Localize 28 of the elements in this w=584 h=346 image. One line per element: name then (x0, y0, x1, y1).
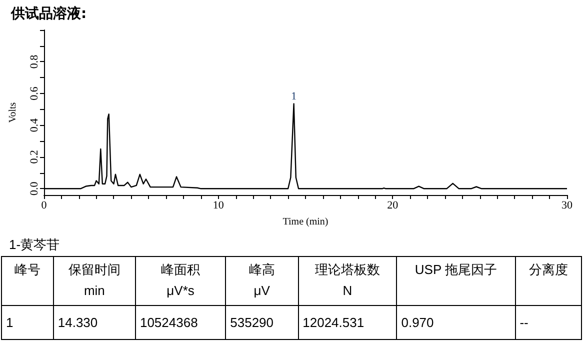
x-tick-label: 30 (562, 200, 573, 212)
y-tick-label: 0.0 (28, 181, 40, 196)
y-axis-title: Volts (8, 102, 18, 123)
text: 0.970 (396, 306, 516, 340)
text: 535290 (226, 306, 298, 340)
y-tick-label: 0.6 (28, 86, 40, 100)
text: 1 (2, 306, 54, 340)
text: 峰号 (2, 256, 54, 306)
y-tick-label: 0.8 (28, 54, 40, 69)
text: 理论塔板数 N (298, 256, 397, 306)
annotation: 1 (291, 90, 297, 102)
text: USP 拖尾因子 (396, 256, 516, 306)
text: 分离度 (515, 256, 582, 306)
text: 峰面积 μV*s (135, 256, 226, 306)
text: 14.330 (53, 306, 136, 340)
text: 12024.531 (298, 306, 397, 340)
x-tick-label: 0 (41, 200, 48, 212)
x-tick-label: 20 (387, 200, 399, 212)
text: 1-黄芩苷 (9, 236, 60, 254)
text: 峰高 μV (226, 256, 298, 306)
text: 保留时间 min (53, 256, 136, 306)
chart-title: 供试品溶液: (10, 5, 87, 22)
x-axis-title: Time (min) (282, 216, 328, 228)
y-tick-label: 0.2 (28, 150, 40, 164)
text: -- (515, 306, 582, 340)
x-tick-label: 10 (212, 200, 224, 212)
y-tick-label: 0.4 (28, 118, 40, 132)
text: 10524368 (135, 306, 226, 340)
